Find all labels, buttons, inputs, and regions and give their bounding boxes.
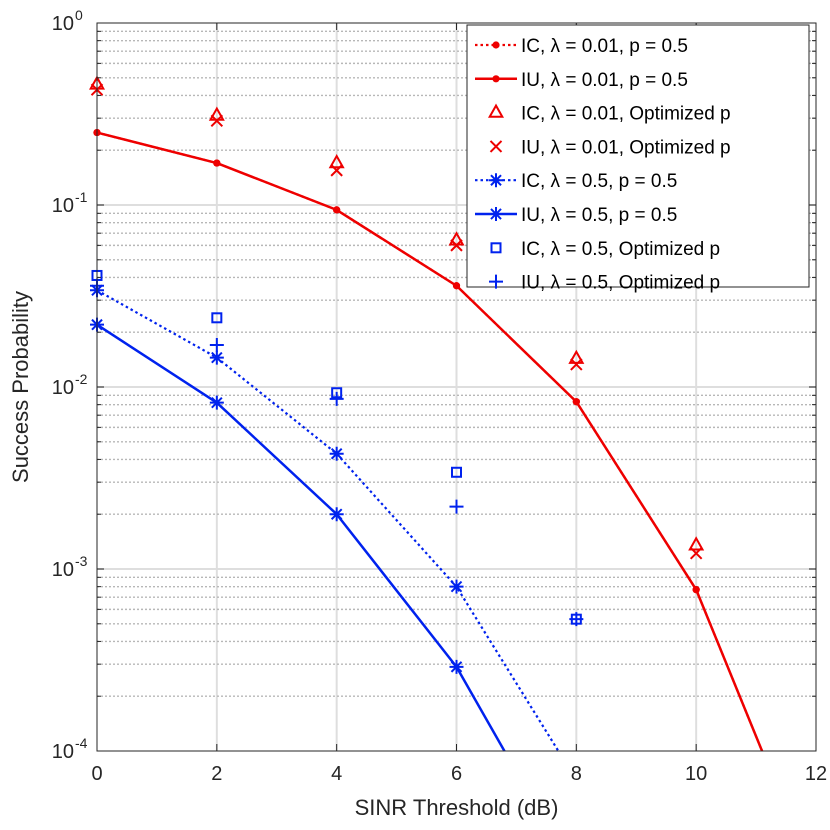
legend-entry: IU, λ = 0.01, p = 0.5 [475,70,688,91]
data-point [333,206,341,214]
legend-entry: IC, λ = 0.5, p = 0.5 [475,171,677,192]
legend-marker [489,207,503,221]
legend-label: IU, λ = 0.01, Optimized p [521,137,731,158]
y-tick-label: 10 [52,559,74,581]
series-4 [90,83,703,560]
data-point [569,612,584,627]
y-tick-exponent: -4 [75,735,88,751]
legend-marker [489,140,503,153]
legend-marker [489,274,503,289]
y-tick-label: 10 [52,195,74,217]
data-point [692,586,700,594]
data-point [568,349,585,364]
legend-marker [492,75,500,83]
x-tick-label: 4 [331,763,342,785]
x-tick-label: 0 [91,763,102,785]
data-point [210,114,224,128]
legend-label: IU, λ = 0.5, p = 0.5 [521,205,677,226]
x-tick-label: 12 [805,763,827,785]
data-point [452,282,461,290]
legend-entry: IU, λ = 0.5, p = 0.5 [475,205,677,226]
legend-marker [487,103,505,118]
data-point [689,547,703,560]
data-point [211,312,223,324]
data-point [449,579,464,594]
x-tick-label: 8 [571,763,582,785]
legend-marker [490,242,502,254]
y-tick-label: 10 [52,13,74,35]
data-point [572,398,580,406]
data-point [570,358,583,371]
legend: IC, λ = 0.01, p = 0.5 IU, λ = 0.01, p = 0… [466,24,810,294]
data-point [209,338,224,353]
legend-label: IC, λ = 0.5, p = 0.5 [521,171,677,192]
legend-label: IC, λ = 0.01, Optimized p [521,104,731,125]
y-tick-exponent: -2 [75,371,88,387]
legend-entry: IU, λ = 0.5, Optimized p [489,273,720,294]
data-point [329,507,344,522]
data-point [330,164,343,177]
data-point [329,391,344,406]
data-point [328,154,345,169]
legend-label: IC, λ = 0.5, Optimized p [521,239,720,260]
legend-marker [492,41,500,49]
y-axis-title: Success Probability [8,291,33,483]
y-tick-label: 10 [52,741,74,763]
x-tick-label: 2 [211,763,222,785]
data-point [209,350,224,365]
data-series [88,75,764,752]
x-tick-label: 6 [451,763,462,785]
y-tick-label: 10 [52,377,74,399]
legend-label: IC, λ = 0.01, p = 0.5 [521,36,688,57]
data-point [213,159,221,167]
data-point [688,536,705,551]
data-point [329,446,344,461]
legend-entry: IC, λ = 0.01, p = 0.5 [475,36,688,57]
legend-label: IU, λ = 0.5, Optimized p [521,273,720,294]
legend-entry: IC, λ = 0.01, Optimized p [487,103,731,125]
data-point [209,395,224,410]
x-tick-label: 10 [685,763,707,785]
data-point [450,239,463,252]
y-tick-exponent: -3 [75,553,88,569]
legend-entry: IU, λ = 0.01, Optimized p [489,137,731,158]
series-line [96,289,560,752]
legend-box [466,24,810,288]
y-tick-exponent: -1 [75,189,88,205]
data-point [451,466,462,478]
legend-label: IU, λ = 0.01, p = 0.5 [521,70,688,91]
x-axis-title: SINR Threshold (dB) [355,795,559,820]
legend-entry: IC, λ = 0.5, Optimized p [490,239,720,260]
data-point [449,499,464,514]
y-tick-exponent: 0 [75,7,83,23]
legend-marker [489,173,503,188]
data-point [449,659,464,674]
series-2 [93,128,764,752]
